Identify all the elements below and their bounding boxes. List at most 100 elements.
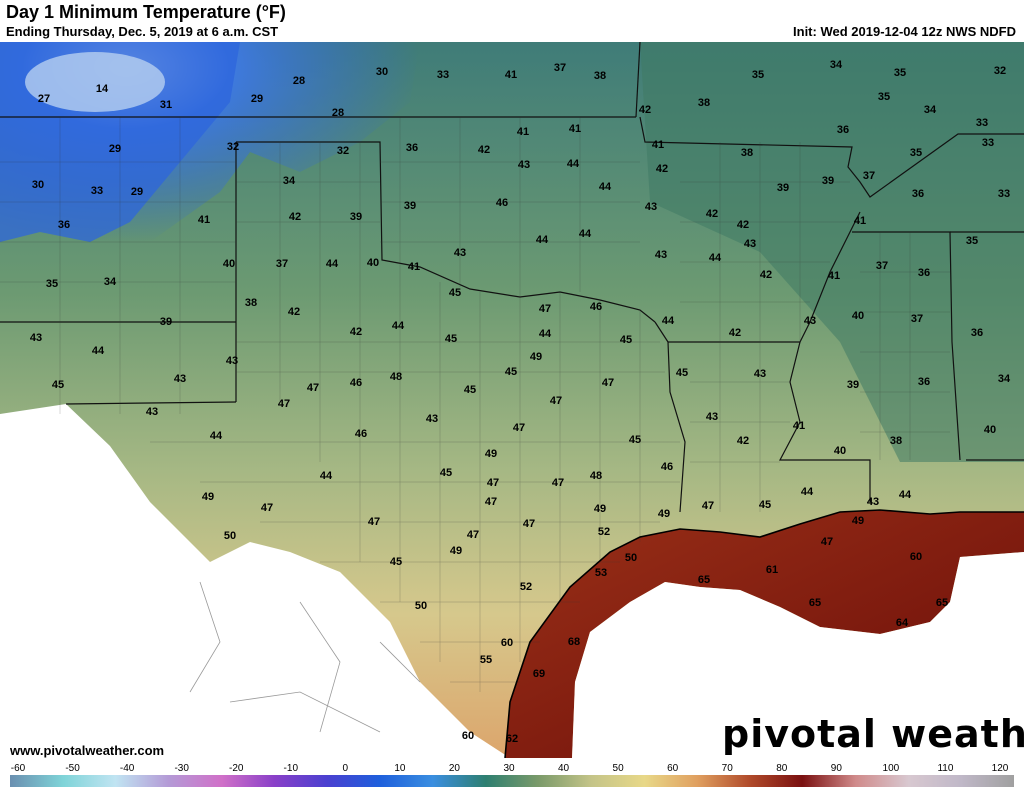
- temperature-label: 36: [918, 267, 930, 279]
- temperature-label: 52: [520, 581, 532, 593]
- gulf-waters: [505, 510, 1024, 758]
- temperature-label: 44: [579, 228, 592, 240]
- temperature-label: 61: [766, 564, 778, 576]
- temperature-label: 37: [554, 62, 566, 74]
- temperature-label: 60: [462, 730, 474, 742]
- temperature-label: 49: [658, 508, 670, 520]
- temperature-label: 50: [224, 530, 236, 542]
- temperature-label: 43: [174, 373, 186, 385]
- temperature-label: 42: [737, 219, 749, 231]
- temperature-label: 50: [415, 600, 427, 612]
- temperature-label: 65: [936, 597, 948, 609]
- temperature-label: 43: [804, 315, 816, 327]
- temperature-label: 36: [58, 219, 70, 231]
- colorbar-tick-label: -20: [229, 763, 244, 774]
- temperature-label: 35: [910, 147, 922, 159]
- colorbar-tick-label: -60: [11, 763, 26, 774]
- mexico-no-data: [0, 404, 510, 758]
- temperature-label: 38: [890, 435, 902, 447]
- temperature-label: 34: [998, 373, 1011, 385]
- temperature-label: 46: [355, 428, 367, 440]
- temperature-label: 41: [517, 126, 529, 138]
- temperature-label: 43: [518, 159, 530, 171]
- temperature-label: 34: [283, 175, 296, 187]
- temperature-label: 46: [350, 377, 362, 389]
- gulf-outer-band: [572, 552, 1024, 758]
- colorbar-tick-label: 40: [558, 763, 570, 774]
- temperature-label: 40: [223, 258, 235, 270]
- temperature-label: 52: [598, 526, 610, 538]
- temperature-label: 29: [131, 186, 143, 198]
- colorbar-tick-label: 10: [394, 763, 406, 774]
- temperature-label: 43: [30, 332, 42, 344]
- temperature-label: 46: [590, 301, 602, 313]
- temperature-label: 46: [661, 461, 673, 473]
- temperature-label: 44: [899, 489, 912, 501]
- temperature-label: 33: [998, 188, 1010, 200]
- temperature-label: 64: [896, 617, 909, 629]
- temperature-label: 43: [146, 406, 158, 418]
- temperature-label: 45: [440, 467, 452, 479]
- temperature-label: 53: [595, 567, 607, 579]
- temperature-label: 38: [741, 147, 753, 159]
- temperature-label: 48: [390, 371, 402, 383]
- temperature-map[interactable]: 14 27 31 29 28 30 28 33 41 37 38 42 38 35 34 35 32 35 34 33…: [0, 42, 1024, 758]
- temperature-label: 33: [437, 69, 449, 81]
- temperature-label: 49: [852, 515, 864, 527]
- temperature-label: 62: [506, 733, 518, 745]
- temperature-label: 39: [822, 175, 834, 187]
- temperature-label: 37: [911, 313, 923, 325]
- temperature-label: 43: [454, 247, 466, 259]
- brand-logo: pivotal weather: [722, 712, 1024, 756]
- temperature-label: 36: [406, 142, 418, 154]
- temperature-label: 49: [530, 351, 542, 363]
- state-borders: [0, 42, 1024, 513]
- temperature-label: 49: [450, 545, 462, 557]
- temperature-label: 45: [52, 379, 64, 391]
- temperature-label: 40: [852, 310, 864, 322]
- temperature-label: 47: [602, 377, 614, 389]
- temperature-label: 30: [376, 66, 388, 78]
- colorbar-tick-label: 100: [883, 763, 900, 774]
- temperature-label: 44: [567, 158, 580, 170]
- temperature-label: 42: [656, 163, 668, 175]
- temperature-label: 28: [293, 75, 305, 87]
- temperature-label: 44: [709, 252, 722, 264]
- temperature-label: 29: [251, 93, 263, 105]
- temperature-label: 44: [320, 470, 333, 482]
- temperature-label: 45: [759, 499, 771, 511]
- temperature-label: 39: [350, 211, 362, 223]
- temperature-label: 14: [96, 83, 109, 95]
- temperature-label: 41: [652, 139, 664, 151]
- temperature-label: 43: [744, 238, 756, 250]
- colorbar-tick-label: 80: [776, 763, 788, 774]
- temperature-label: 40: [834, 445, 846, 457]
- temperature-label: 32: [337, 145, 349, 157]
- temperature-label: 47: [467, 529, 479, 541]
- temperature-label: 42: [350, 326, 362, 338]
- temperature-label: 44: [326, 258, 339, 270]
- temperature-label: 47: [487, 477, 499, 489]
- temperature-label: 47: [550, 395, 562, 407]
- temperature-label: 41: [793, 420, 805, 432]
- temperature-label: 40: [367, 257, 379, 269]
- temperature-label: 44: [392, 320, 405, 332]
- temperature-label: 41: [408, 261, 420, 273]
- temperature-label: 45: [676, 367, 688, 379]
- temperature-label: 37: [876, 260, 888, 272]
- website-url[interactable]: www.pivotalweather.com: [10, 743, 165, 758]
- temperature-label: 38: [245, 297, 257, 309]
- colorbar-tick-label: 110: [937, 763, 953, 774]
- temperature-label: 42: [706, 208, 718, 220]
- temperature-label: 42: [478, 144, 490, 156]
- coastline: [504, 509, 1024, 758]
- temperature-label: 45: [390, 556, 402, 568]
- temperature-label: 44: [801, 486, 814, 498]
- temperature-label: 44: [539, 328, 552, 340]
- colorbar-tick-label: 60: [667, 763, 679, 774]
- temperature-label: 41: [569, 123, 581, 135]
- temperature-label: 47: [539, 303, 551, 315]
- temperature-label: 45: [445, 333, 457, 345]
- temperature-label: 39: [160, 316, 172, 328]
- temperature-label: 47: [552, 477, 564, 489]
